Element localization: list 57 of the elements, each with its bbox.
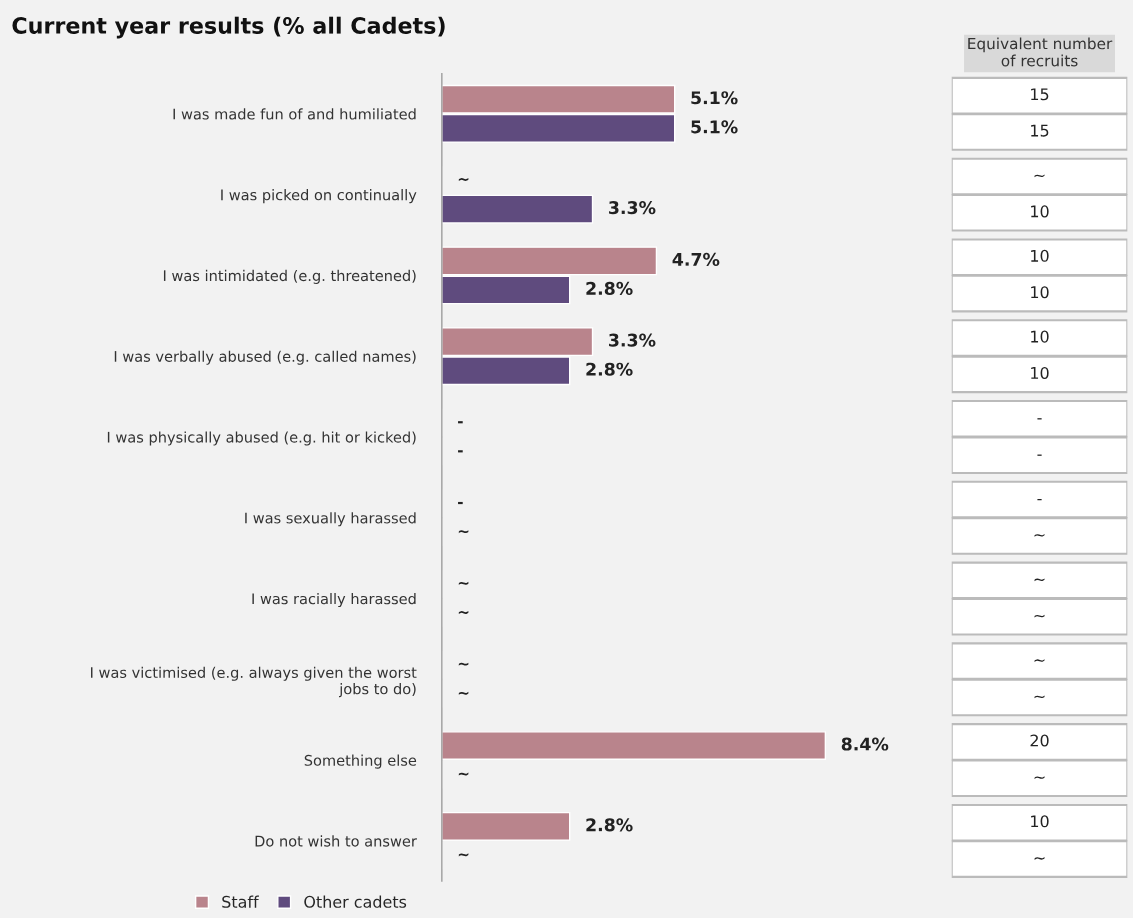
text: 10: [1031, 205, 1049, 218]
data-label: 5.1%: [691, 91, 738, 105]
text: 15: [1031, 124, 1049, 137]
text: -: [458, 501, 463, 505]
data-label: 2.8%: [586, 281, 633, 295]
text: ~: [458, 530, 469, 534]
y-tick-label: I was verbally abused (e.g. called names): [114, 350, 416, 365]
text: -: [1037, 498, 1042, 501]
data-label: 3.3%: [609, 201, 656, 215]
text: ~: [1034, 857, 1045, 860]
text: ~: [458, 853, 469, 857]
data-label: 2.8%: [586, 362, 633, 376]
text: ~: [458, 610, 469, 615]
text: 10: [1031, 815, 1049, 828]
text: Current year results (% all Cadets): [12, 16, 445, 39]
text: ~: [458, 772, 469, 776]
text: 20: [1030, 734, 1049, 747]
y-tick-label: Something else: [304, 754, 417, 769]
data-label: 5.1%: [691, 120, 738, 134]
legend-label: Other cadets: [304, 895, 407, 908]
text: ~: [1034, 614, 1045, 618]
y-tick-label: I was physically abused (e.g. hit or kicked): [107, 431, 416, 446]
text: 15: [1031, 88, 1049, 101]
text: -: [458, 450, 463, 453]
text: 10: [1031, 330, 1049, 343]
text: ~: [458, 691, 469, 695]
text: ~: [1034, 578, 1045, 582]
text: -: [1037, 454, 1042, 456]
y-tick-label: I was picked on continually: [221, 189, 417, 204]
y-tick-label: I was intimidated (e.g. threatened): [163, 269, 416, 284]
text: ~: [1034, 659, 1045, 662]
text: ~: [1034, 533, 1045, 537]
text: 10: [1031, 286, 1049, 299]
text: ~: [1034, 695, 1045, 699]
y-tick-label: I was made fun of and humiliated: [173, 108, 416, 120]
bar: [441, 811, 571, 841]
text: Equivalent number of recruits: [968, 37, 1113, 67]
text: 10: [1031, 249, 1049, 262]
text: 10: [1031, 366, 1049, 379]
data-label: 3.3%: [609, 333, 656, 347]
text: -: [458, 421, 463, 424]
text: ~: [458, 177, 469, 182]
y-tick-label: Do not wish to answer: [255, 835, 417, 847]
data-label: 4.7%: [672, 252, 720, 266]
bar: [441, 731, 827, 760]
y-tick-label: I was sexually harassed: [245, 512, 416, 527]
bar: [441, 194, 594, 224]
text: -: [1037, 418, 1042, 420]
legend-label: Staff: [222, 895, 259, 908]
data-label: 2.8%: [586, 818, 633, 832]
text: ~: [1034, 776, 1045, 780]
data-label: 8.4%: [841, 737, 889, 751]
y-tick-label: I was victimised (e.g. always given the worst jobs to do): [91, 666, 417, 698]
y-tick-label: I was racially harassed: [252, 593, 416, 608]
text: ~: [458, 662, 469, 666]
text: ~: [1034, 174, 1045, 178]
text: ~: [458, 581, 469, 585]
